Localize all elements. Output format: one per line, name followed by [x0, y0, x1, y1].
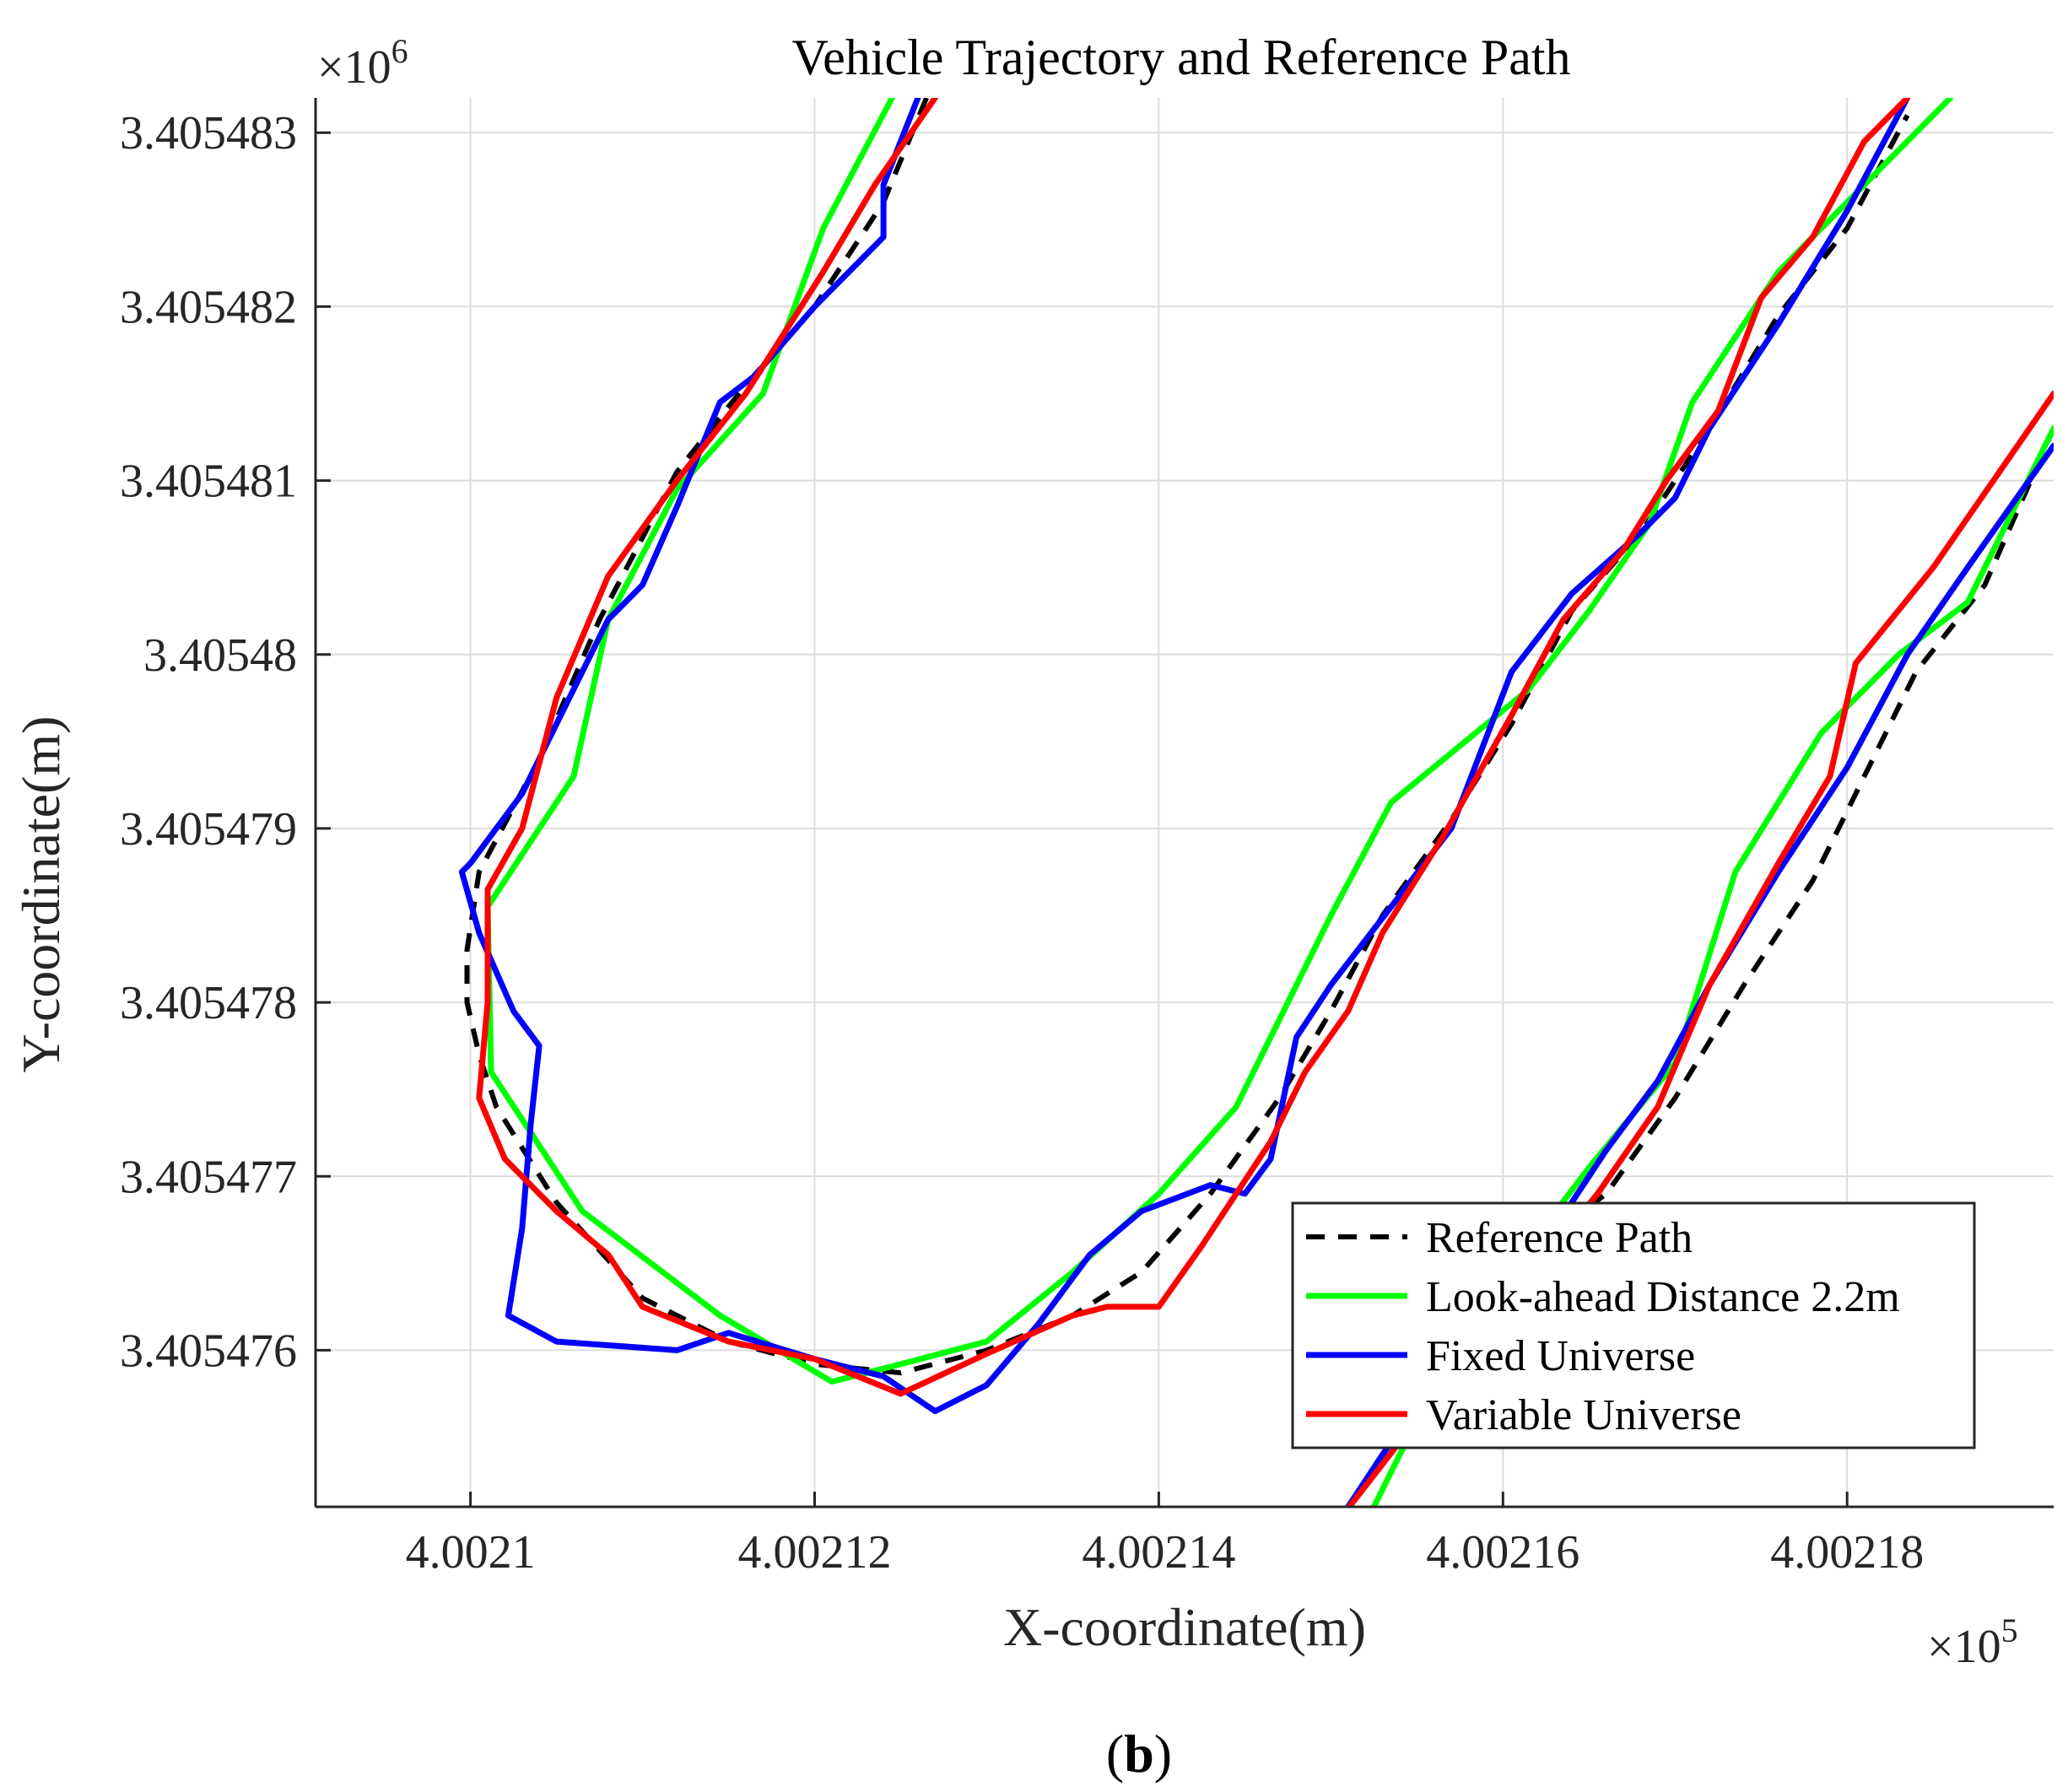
- reference-path-legend-label: Reference Path: [1426, 1214, 1693, 1262]
- y-tick-label: 3.405478: [120, 977, 297, 1029]
- grid-lines: [316, 98, 2054, 1507]
- chart-title: Vehicle Trajectory and Reference Path: [792, 30, 1571, 85]
- y-tick-label: 3.405482: [120, 281, 297, 333]
- x-exponent-base: ×10: [1927, 1621, 2001, 1673]
- y-tick-label: 3.405483: [120, 107, 297, 159]
- y-tick-label: 3.405476: [120, 1325, 297, 1377]
- caption-close: ): [1154, 1724, 1172, 1784]
- x-tick-label: 4.00216: [1426, 1526, 1579, 1579]
- variable-universe-legend-label: Variable Universe: [1426, 1391, 1741, 1439]
- caption-letter: b: [1124, 1724, 1154, 1784]
- variable-universe-line-1: [476, 98, 1911, 1397]
- y-exponent-base: ×10: [317, 41, 391, 94]
- y-tick-label: 3.40548: [143, 629, 297, 682]
- y-exponent: ×106: [317, 32, 408, 94]
- y-tick-label: 3.405479: [120, 803, 297, 856]
- x-exponent: ×105: [1927, 1611, 2018, 1673]
- fixed-universe-line-1: [458, 98, 1911, 1415]
- x-tick-label: 4.00218: [1770, 1526, 1924, 1579]
- x-tick-label: 4.00212: [738, 1526, 892, 1579]
- x-exponent-power: 5: [2001, 1611, 2018, 1649]
- reference-path-line-2: [1536, 427, 2054, 1249]
- x-axis-label: X-coordinate(m): [1003, 1597, 1366, 1657]
- legend-box: [1291, 1201, 1976, 1449]
- x-tick-label: 4.0021: [406, 1526, 536, 1579]
- figure-caption: (b): [1106, 1724, 1172, 1784]
- y-tick-label: 3.405481: [120, 456, 297, 508]
- caption-open: (: [1106, 1724, 1124, 1784]
- legend: Reference Path Look-ahead Distance 2.2m Fi…: [1291, 1201, 1976, 1449]
- y-tick-label: 3.405477: [120, 1151, 297, 1203]
- fixed-universe-legend-label: Fixed Universe: [1426, 1332, 1695, 1380]
- look-ahead-distance-2-2m-legend-label: Look-ahead Distance 2.2m: [1426, 1273, 1900, 1321]
- y-exponent-power: 6: [391, 32, 408, 70]
- x-tick-label: 4.00214: [1082, 1526, 1235, 1579]
- y-axis-label: Y-coordinate(m): [11, 716, 71, 1073]
- axis-ticks: 4.0021 4.00212 4.00214 4.00216 4.00218 3.4054…: [120, 107, 1924, 1579]
